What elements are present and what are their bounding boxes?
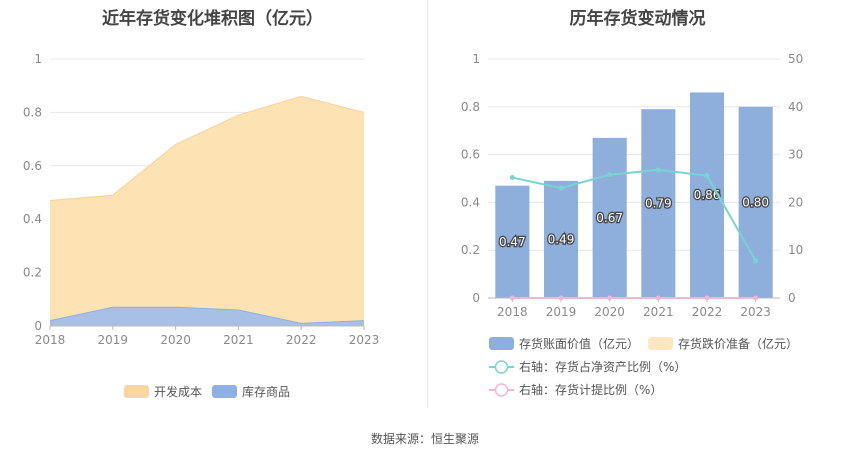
right-x-tick-label: 2023: [740, 305, 771, 319]
right-x-tick-label: 2018: [497, 305, 528, 319]
bar-inventory-value: [543, 180, 579, 298]
legend-swatch-kucun-shangpin: [212, 385, 237, 398]
legend-marker-provision-ratio: [494, 383, 509, 397]
point-inventory-net-asset-ratio: [655, 167, 661, 173]
left-x-tick-label: 2020: [160, 333, 191, 347]
left-y-tick-label: 0.8: [23, 105, 42, 119]
right-y-right-tick-label: 50: [788, 52, 803, 66]
point-inventory-net-asset-ratio: [509, 175, 515, 181]
charts-canvas: 0 0.2 0.4 0.6 0.8 1 2018 2019 2020 2021 2022 2023 开发…: [23, 52, 803, 399]
point-provision-ratio: [509, 295, 515, 301]
right-y-left-tick-label: 0.4: [461, 195, 480, 209]
legend-label-provision-ratio: 右轴：存货计提比例（%）: [519, 382, 662, 397]
legend-label-impairment-reserve: 存货跌价准备（亿元）: [678, 336, 798, 351]
legend-swatch-inventory-value: [489, 337, 514, 350]
right-x-tick-label: 2020: [594, 305, 625, 319]
area-series-kucun-shangpin: [50, 307, 364, 326]
right-y-right-tick-label: 10: [788, 243, 803, 257]
left-y-tick-label: 0.6: [23, 159, 42, 173]
bar-data-label: 0.80: [742, 195, 769, 209]
legend-swatch-impairment-reserve: [648, 337, 673, 350]
left-x-tick-label: 2023: [349, 333, 380, 347]
area-series-kaifa-chengben: [50, 96, 364, 324]
right-chart-title: 历年存货变动情况: [569, 9, 706, 29]
left-y-tick-label: 0.4: [23, 212, 42, 226]
bar-data-label: 0.49: [548, 232, 575, 246]
data-source-note: 数据来源：恒生聚源: [370, 432, 479, 446]
legend-label-kucun-shangpin: 库存商品: [242, 384, 290, 399]
bar-data-label: 0.79: [645, 197, 672, 211]
bar-inventory-value: [641, 109, 676, 298]
right-y-right-tick-label: 30: [788, 148, 803, 162]
point-inventory-net-asset-ratio: [558, 185, 564, 191]
point-provision-ratio: [558, 295, 564, 301]
legend-label-kaifa-chengben: 开发成本: [154, 384, 202, 399]
bar-data-label: 0.47: [499, 235, 526, 249]
right-y-left-tick-label: 0.6: [461, 148, 480, 162]
point-inventory-net-asset-ratio: [704, 173, 710, 179]
bar-inventory-value: [738, 106, 773, 298]
line-inventory-net-asset-ratio: [512, 168, 757, 262]
legend-marker-inventory-net-asset-ratio: [494, 360, 509, 374]
left-y-tick-label: 0.2: [23, 266, 42, 280]
right-x-tick-label: 2019: [546, 305, 577, 319]
left-chart-title: 近年存货变化堆积图（亿元）: [102, 9, 323, 29]
bar-data-label: 0.86: [694, 188, 721, 202]
right-y-left-tick-label: 0.8: [461, 100, 480, 114]
right-x-tick-label: 2022: [692, 305, 723, 319]
area-line-kucun-shangpin: [49, 306, 365, 324]
right-y-left-tick-label: 0: [472, 291, 480, 305]
point-provision-ratio: [655, 295, 661, 301]
point-inventory-net-asset-ratio: [753, 258, 759, 264]
area-line-kaifa-chengben: [49, 95, 365, 202]
bar-inventory-value: [592, 137, 627, 298]
left-x-tick-label: 2021: [223, 333, 254, 347]
right-y-right-tick-label: 0: [788, 291, 796, 305]
right-x-tick-label: 2021: [643, 305, 674, 319]
legend-label-inventory-net-asset-ratio: 右轴：存货占净资产比例（%）: [519, 359, 686, 374]
point-inventory-net-asset-ratio: [607, 172, 613, 178]
right-y-right-tick-label: 40: [788, 100, 803, 114]
left-x-tick-label: 2018: [35, 333, 66, 347]
panel-divider: [427, 0, 428, 408]
point-provision-ratio: [607, 295, 613, 301]
bar-inventory-value: [495, 185, 530, 298]
right-y-right-tick-label: 20: [788, 195, 803, 209]
left-x-tick-label: 2019: [98, 333, 129, 347]
legend-label-inventory-value: 存货账面价值（亿元）: [519, 336, 639, 351]
point-provision-ratio: [753, 295, 759, 301]
left-x-tick-label: 2022: [286, 333, 317, 347]
legend-swatch-kaifa-chengben: [124, 385, 149, 398]
point-provision-ratio: [704, 295, 710, 301]
left-y-tick-label: 1: [34, 52, 42, 66]
right-y-left-tick-label: 1: [472, 52, 480, 66]
left-y-tick-label: 0: [34, 319, 42, 333]
right-y-left-tick-label: 0.2: [461, 243, 480, 257]
bar-data-label: 0.67: [596, 211, 623, 225]
